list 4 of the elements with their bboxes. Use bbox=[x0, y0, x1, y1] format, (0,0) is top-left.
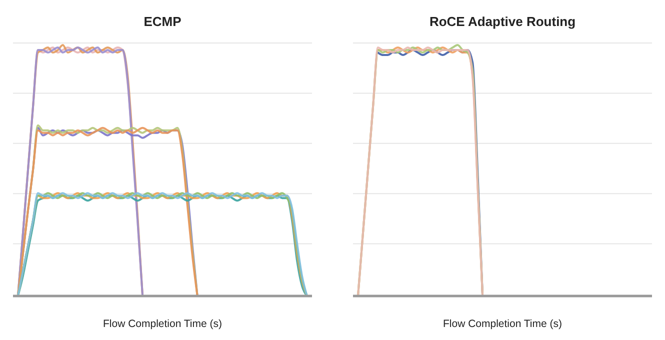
chart-title: ECMP bbox=[144, 14, 182, 29]
chart-title: RoCE Adaptive Routing bbox=[429, 14, 576, 29]
x-axis-title: Flow Completion Time (s) bbox=[442, 318, 562, 330]
x-axis-title: Flow Completion Time (s) bbox=[102, 318, 222, 330]
